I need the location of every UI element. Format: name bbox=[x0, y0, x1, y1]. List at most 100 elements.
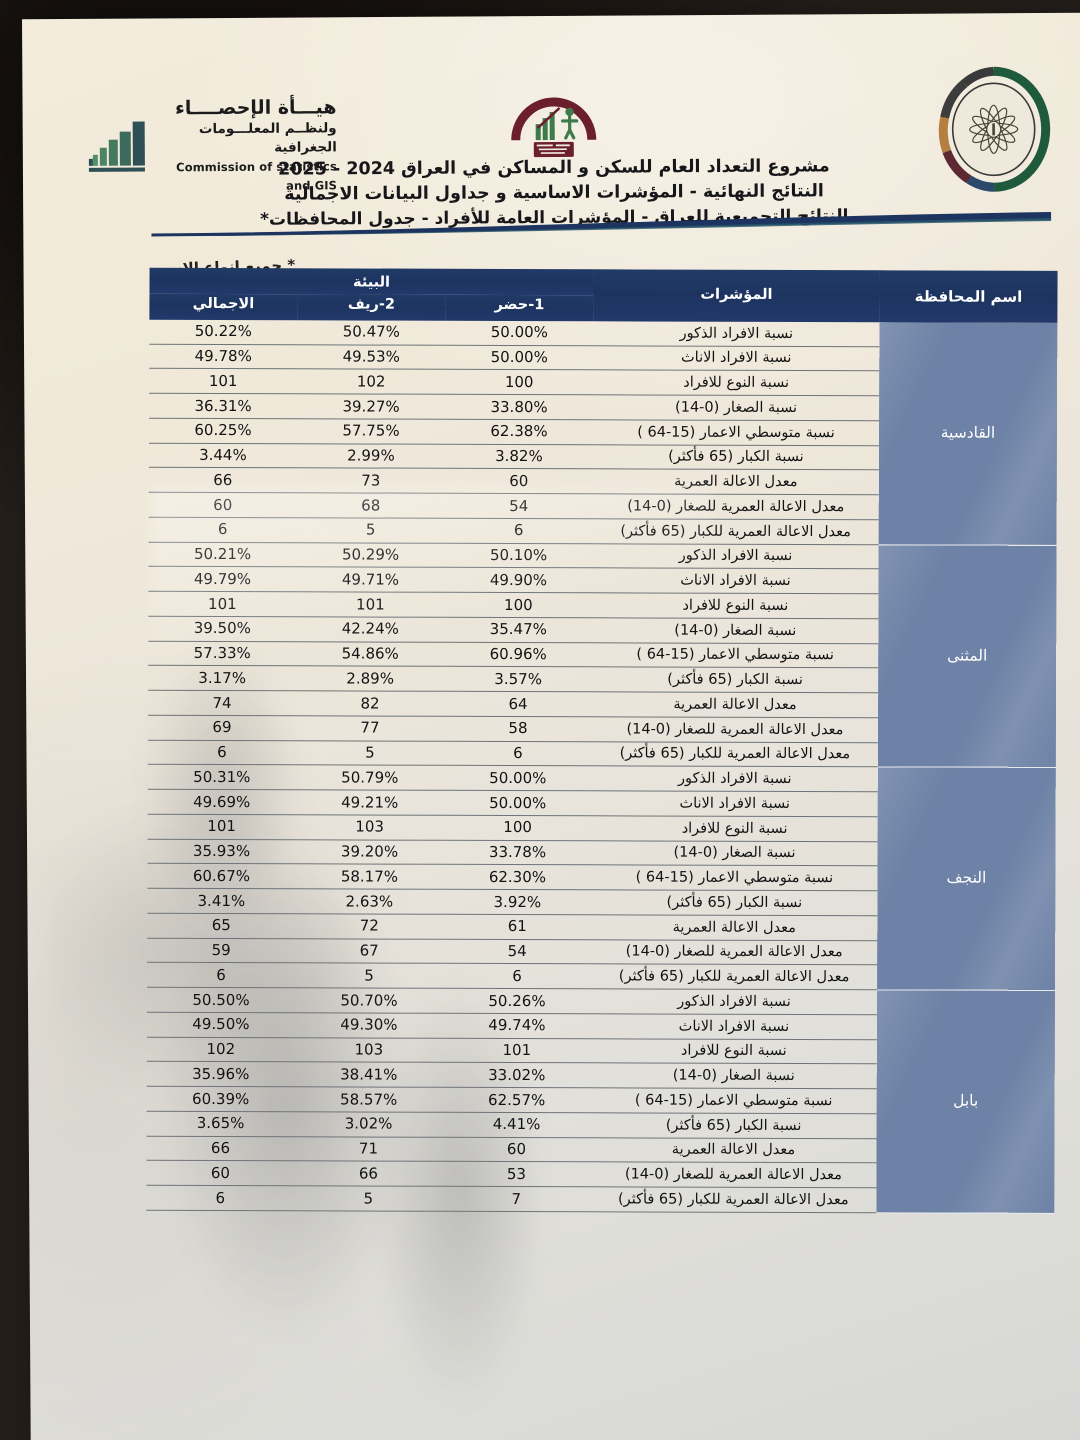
rural-value-cell: 2.89% bbox=[296, 666, 445, 692]
col-header-total: الاجمالي bbox=[149, 294, 298, 321]
total-value-cell: 6 bbox=[147, 962, 296, 988]
table-header-row-1: اسم المحافظة المؤشرات البيئة bbox=[149, 267, 1058, 323]
urban-value-cell: 54 bbox=[443, 938, 592, 965]
indicator-label-cell: نسبة الافراد الذكور bbox=[592, 543, 879, 570]
total-value-cell: 49.78% bbox=[149, 343, 298, 370]
urban-value-cell: 62.38% bbox=[444, 419, 594, 445]
governorate-cell: المثنى bbox=[877, 544, 1057, 768]
indicator-label-cell: نسبة النوع للافراد bbox=[592, 592, 879, 619]
urban-value-cell: 58 bbox=[443, 716, 593, 742]
urban-value-cell: 54 bbox=[444, 493, 593, 519]
indicator-label-cell: نسبة النوع للافراد bbox=[590, 1038, 877, 1065]
urban-value-cell: 3.82% bbox=[444, 443, 593, 470]
indicator-label-cell: معدل الاعالة العمرية bbox=[592, 691, 879, 718]
indicator-label-cell: نسبة الكبار (65 فأكثر) bbox=[591, 889, 878, 916]
urban-value-cell: 6 bbox=[443, 963, 592, 989]
indicator-label-cell: نسبة متوسطي الاعمار (15-64 ) bbox=[592, 419, 880, 446]
indicator-label-cell: معدل الاعالة العمرية للكبار (65 فأكثر) bbox=[590, 1186, 877, 1213]
ministry-seal-icon bbox=[934, 65, 1053, 194]
rural-value-cell: 58.17% bbox=[295, 864, 444, 890]
total-value-cell: 60.25% bbox=[148, 418, 298, 444]
urban-value-cell: 50.10% bbox=[444, 542, 593, 569]
table-body: القادسية نسبة الافراد الذكور 50.00% 50.47% 5… bbox=[146, 319, 1058, 1214]
col-header-urban: 1-حضر bbox=[445, 295, 594, 322]
indicator-label-cell: معدل الاعالة العمرية bbox=[590, 1137, 877, 1164]
total-value-cell: 50.50% bbox=[146, 987, 296, 1013]
commission-name-ar1: هيـــأة الإحصــــاء bbox=[175, 96, 337, 120]
urban-value-cell: 33.80% bbox=[445, 394, 594, 420]
total-value-cell: 60.67% bbox=[147, 863, 296, 889]
urban-value-cell: 50.00% bbox=[443, 790, 592, 816]
rural-value-cell: 2.99% bbox=[296, 443, 445, 469]
rural-value-cell: 103 bbox=[295, 814, 444, 840]
table-row: النجف نسبة الافراد الذكور 50.00% 50.79% 50.3… bbox=[147, 764, 1056, 991]
rural-value-cell: 2.63% bbox=[295, 888, 444, 915]
printed-document-sheet: هيـــأة الإحصــــاء ولنظــم المعلـــومات… bbox=[22, 12, 1080, 1440]
col-header-rural: 2-ريف bbox=[297, 294, 446, 321]
document-header: هيـــأة الإحصــــاء ولنظــم المعلـــومات… bbox=[22, 13, 1080, 237]
rural-value-cell: 72 bbox=[295, 913, 444, 939]
col-header-indicators: المؤشرات bbox=[593, 269, 880, 323]
total-value-cell: 101 bbox=[148, 591, 297, 617]
rural-value-cell: 39.27% bbox=[297, 393, 446, 420]
urban-value-cell: 50.00% bbox=[445, 344, 594, 371]
indicator-label-cell: نسبة الصغار (0-14) bbox=[590, 1063, 877, 1089]
urban-value-cell: 7 bbox=[442, 1186, 591, 1212]
col-header-environment: البيئة bbox=[149, 267, 594, 296]
indicator-label-cell: معدل الاعالة العمرية للصغار (0-14) bbox=[592, 493, 879, 520]
indicator-label-cell: معدل الاعالة العمرية للصغار (0-14) bbox=[590, 1162, 877, 1188]
rural-value-cell: 49.30% bbox=[294, 1012, 443, 1038]
indicator-label-cell: نسبة الكبار (65 فأكثر) bbox=[592, 444, 879, 471]
governorate-cell: بابل bbox=[876, 989, 1056, 1214]
total-value-cell: 3.65% bbox=[146, 1111, 295, 1137]
census-project-logo-icon bbox=[507, 88, 599, 169]
indicator-label-cell: نسبة النوع للافراد bbox=[593, 370, 880, 396]
total-value-cell: 3.41% bbox=[147, 888, 296, 914]
total-value-cell: 50.21% bbox=[148, 541, 297, 568]
urban-value-cell: 4.41% bbox=[442, 1112, 591, 1138]
indicator-label-cell: معدل الاعالة العمرية للكبار (65 فأكثر) bbox=[591, 741, 878, 768]
total-value-cell: 35.93% bbox=[147, 838, 296, 865]
rural-value-cell: 71 bbox=[294, 1136, 443, 1162]
rural-value-cell: 50.79% bbox=[295, 765, 444, 791]
indicator-label-cell: معدل الاعالة العمرية للصغار (0-14) bbox=[591, 939, 878, 966]
total-value-cell: 102 bbox=[146, 1036, 295, 1063]
indicator-label-cell: نسبة الافراد الاناث bbox=[591, 790, 878, 817]
indicator-label-cell: نسبة الافراد الاناث bbox=[593, 345, 880, 372]
indicator-label-cell: نسبة الكبار (65 فأكثر) bbox=[590, 1112, 877, 1139]
urban-value-cell: 50.00% bbox=[443, 765, 592, 791]
indicator-label-cell: نسبة الافراد الذكور bbox=[591, 766, 878, 792]
total-value-cell: 49.50% bbox=[146, 1012, 295, 1038]
rural-value-cell: 82 bbox=[296, 690, 445, 717]
urban-value-cell: 60.96% bbox=[444, 641, 593, 668]
indicator-label-cell: معدل الاعالة العمرية للكبار (65 فأكثر) bbox=[591, 964, 878, 990]
total-value-cell: 60 bbox=[148, 492, 297, 518]
indicator-label-cell: نسبة متوسطي الاعمار (15-64 ) bbox=[590, 1087, 877, 1114]
total-value-cell: 35.96% bbox=[146, 1061, 295, 1087]
total-value-cell: 49.69% bbox=[147, 789, 296, 815]
indicator-label-cell: نسبة الصغار (0-14) bbox=[591, 840, 878, 867]
rural-value-cell: 58.57% bbox=[294, 1086, 443, 1113]
urban-value-cell: 6 bbox=[444, 518, 593, 544]
rural-value-cell: 102 bbox=[297, 369, 446, 395]
total-value-cell: 6 bbox=[146, 1185, 295, 1211]
rural-value-cell: 5 bbox=[294, 1185, 443, 1212]
total-value-cell: 49.79% bbox=[148, 566, 297, 592]
total-value-cell: 65 bbox=[147, 913, 296, 939]
rural-value-cell: 77 bbox=[295, 715, 445, 741]
total-value-cell: 59 bbox=[147, 937, 296, 964]
rural-value-cell: 50.70% bbox=[294, 987, 444, 1014]
total-value-cell: 66 bbox=[148, 467, 297, 493]
indicator-label-cell: نسبة الافراد الذكور bbox=[590, 988, 878, 1015]
indicator-label-cell: نسبة متوسطي الاعمار (15-64 ) bbox=[592, 642, 879, 669]
rural-value-cell: 38.41% bbox=[294, 1062, 443, 1088]
indicator-label-cell: نسبة الافراد الاناث bbox=[592, 568, 879, 594]
total-value-cell: 69 bbox=[147, 715, 297, 741]
bar-chart-logo-icon bbox=[87, 117, 149, 175]
total-value-cell: 36.31% bbox=[149, 393, 298, 419]
rural-value-cell: 101 bbox=[296, 591, 445, 618]
commission-name-ar2: ولنظــم المعلـــومات الجغرافية bbox=[198, 120, 337, 157]
governorate-indicators-table-wrapper: اسم المحافظة المؤشرات البيئة 1-حضر 2-ريف… bbox=[146, 267, 1058, 1214]
urban-value-cell: 35.47% bbox=[444, 617, 593, 643]
total-value-cell: 50.22% bbox=[149, 319, 298, 345]
